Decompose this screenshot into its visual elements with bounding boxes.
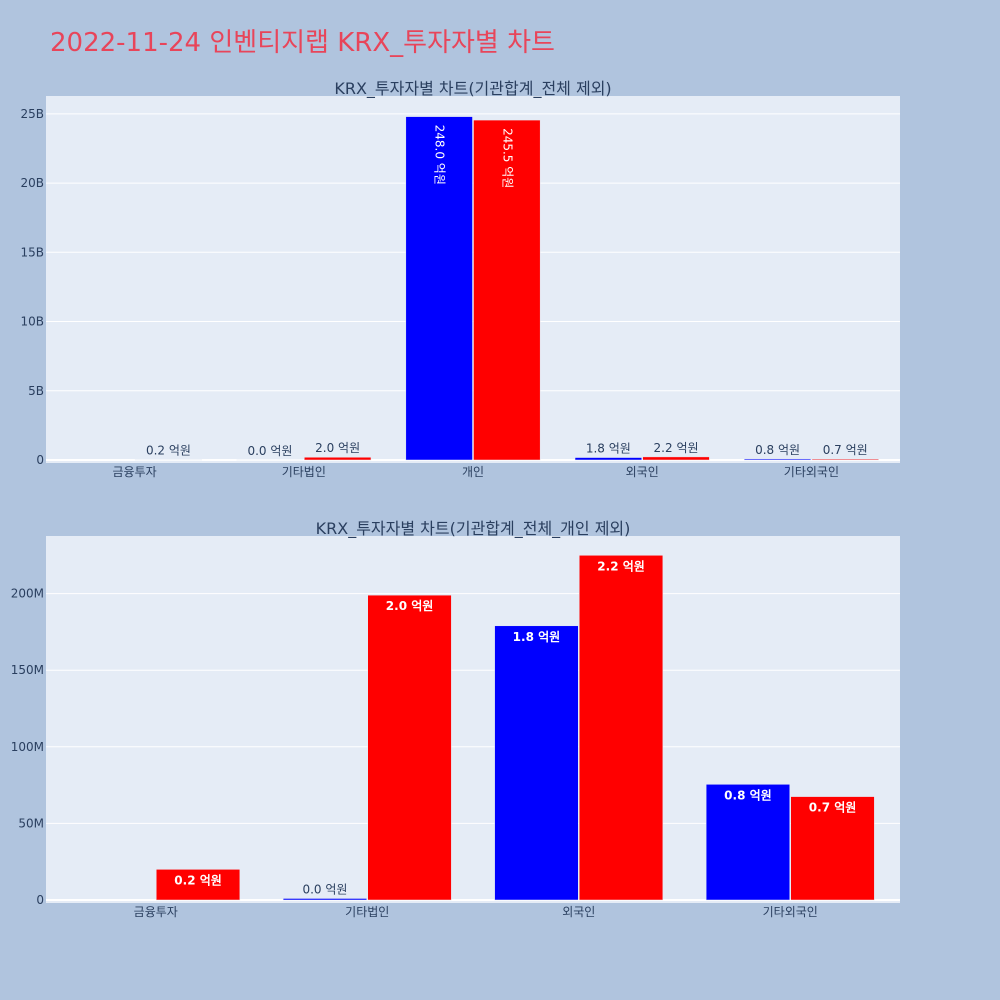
bar-1-4-1: [811, 458, 879, 461]
bar-label-1-4-1: 0.7 억원: [823, 443, 868, 457]
chart-title-1: KRX_투자자별 차트(기관합계_전체 제외): [334, 79, 611, 99]
y-tick-label-2-1: 50M: [18, 816, 44, 830]
bar-label-2-2-0: 1.8 억원: [513, 630, 561, 644]
bar-1-4-0: [743, 458, 812, 461]
x-tick-label-2-3: 기타외국인: [763, 905, 818, 919]
x-tick-label-2-1: 기타법인: [345, 905, 389, 919]
x-tick-label-1-1: 기타법인: [282, 465, 326, 479]
bar-label-2-3-1: 0.7 억원: [809, 801, 857, 815]
chart-title-2: KRX_투자자별 차트(기관합계_전체_개인 제외): [316, 519, 631, 539]
y-tick-label-2-0: 0: [36, 893, 44, 907]
bar-2-2-0: [494, 625, 579, 901]
x-tick-label-1-0: 금융투자: [113, 465, 157, 479]
bar-label-2-1-0: 0.0 억원: [302, 882, 347, 896]
y-tick-label-1-2: 10B: [20, 315, 44, 329]
bar-label-1-4-0: 0.8 억원: [755, 443, 800, 457]
bar-2-0-1: [156, 869, 241, 901]
bar-label-2-1-1: 2.0 억원: [386, 599, 434, 613]
bar-2-1-0: [282, 898, 367, 901]
y-tick-label-1-3: 15B: [20, 245, 44, 259]
bar-2-3-1: [790, 796, 875, 901]
bar-label-1-0-1: 0.2 억원: [146, 444, 191, 458]
bar-label-2-2-1: 2.2 억원: [597, 559, 645, 573]
bar-1-3-1: [642, 456, 710, 461]
bar-label-2-0-1: 0.2 억원: [174, 873, 222, 887]
bar-2-2-1: [579, 555, 664, 901]
y-tick-label-1-1: 5B: [28, 384, 44, 398]
x-tick-label-1-3: 외국인: [626, 465, 659, 479]
y-tick-label-2-2: 100M: [11, 740, 44, 754]
bar-label-1-1-1: 2.0 억원: [315, 441, 360, 455]
bar-label-2-3-0: 0.8 억원: [724, 788, 772, 802]
bar-1-1-1: [304, 456, 372, 461]
bar-label-1-3-0: 1.8 억원: [586, 442, 631, 456]
bar-label-1-3-1: 2.2 억원: [654, 441, 699, 455]
x-tick-label-1-4: 기타외국인: [784, 465, 839, 479]
y-tick-label-1-5: 25B: [20, 107, 44, 121]
bar-label-1-2-0: 248.0 억원: [433, 125, 447, 185]
bar-label-1-2-1: 245.5 억원: [500, 128, 514, 188]
x-tick-label-1-2: 개인: [462, 465, 484, 479]
bar-2-1-1: [367, 594, 452, 901]
y-tick-label-2-4: 200M: [11, 587, 44, 601]
bar-1-3-0: [574, 457, 642, 461]
plot-area-1: [46, 96, 900, 463]
bar-1-2-0: [405, 116, 473, 461]
page-title: 2022-11-24 인벤티지랩 KRX_투자자별 차트: [50, 28, 555, 58]
bar-2-3-0: [705, 784, 791, 901]
bar-label-1-1-0: 0.0 억원: [247, 444, 292, 458]
x-tick-label-2-0: 금융투자: [134, 905, 178, 919]
bar-1-2-1: [473, 119, 541, 461]
x-tick-label-2-2: 외국인: [562, 905, 595, 919]
y-tick-label-1-0: 0: [36, 453, 44, 467]
y-tick-label-1-4: 20B: [20, 176, 44, 190]
y-tick-label-2-3: 150M: [11, 663, 44, 677]
